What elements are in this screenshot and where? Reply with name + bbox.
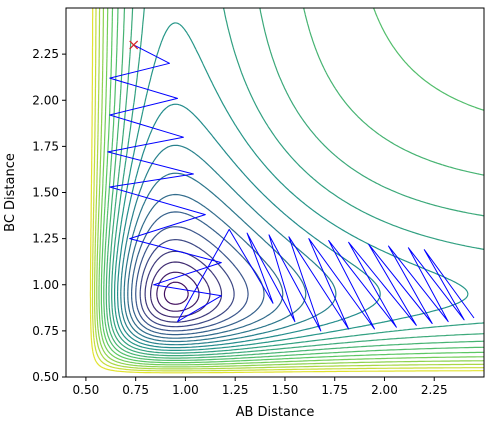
contour-level [111,8,484,354]
x-tick-label: 1.00 [172,383,199,397]
y-tick-label: 1.75 [32,139,59,153]
contour-level [103,8,484,361]
trajectory-line [107,44,475,332]
contour-level [139,239,235,328]
y-tick-label: 0.75 [32,324,59,338]
contour-level [135,226,249,332]
contour-level [98,8,484,366]
start-marker [129,40,139,50]
x-tick-label: 0.50 [73,383,100,397]
contour-level [127,193,284,339]
contour-level [120,144,337,346]
contour-level [163,281,189,305]
contour-level [150,261,211,318]
x-axis-title: AB Distance [236,405,315,420]
contour-set [89,8,484,374]
contour-level [89,8,484,374]
x-tick-label: 2.25 [421,383,448,397]
contour-level [91,8,484,372]
x-tick-label: 1.75 [321,383,348,397]
contour-level [94,8,484,370]
y-tick-label: 2.25 [32,47,59,61]
y-tick-label: 1.50 [32,186,59,200]
contour-level [100,8,484,364]
contour-level [131,211,265,336]
x-tick-label: 2.00 [371,383,398,397]
contour-level [105,8,484,359]
y-tick-label: 1.25 [32,232,59,246]
contour-level [117,103,381,349]
x-tick-label: 1.50 [272,383,299,397]
trajectory-layer [107,44,475,332]
y-axis: 0.50 0.75 1.00 1.25 1.50 1.75 2.00 2.25 [32,47,66,384]
y-axis-title: BC Distance [3,153,18,232]
contour-level [144,250,223,323]
y-tick-label: 0.50 [32,370,59,384]
contour-level [108,8,484,357]
x-axis: 0.50 0.75 1.00 1.25 1.50 1.75 2.00 2.25 [73,377,448,397]
x-tick-label: 0.75 [122,383,149,397]
contour-level [156,271,200,312]
marker-layer [129,40,139,50]
y-tick-label: 2.00 [32,93,59,107]
x-tick-label: 1.25 [222,383,249,397]
y-tick-label: 1.00 [32,278,59,292]
contour-level [96,8,484,368]
contour-level [123,172,307,343]
